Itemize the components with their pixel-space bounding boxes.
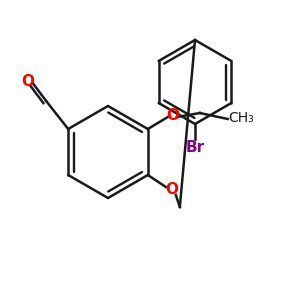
Text: O: O [166,109,179,124]
Text: O: O [165,182,178,196]
Text: CH₃: CH₃ [228,111,254,125]
Text: Br: Br [185,140,205,155]
Text: O: O [22,74,34,89]
